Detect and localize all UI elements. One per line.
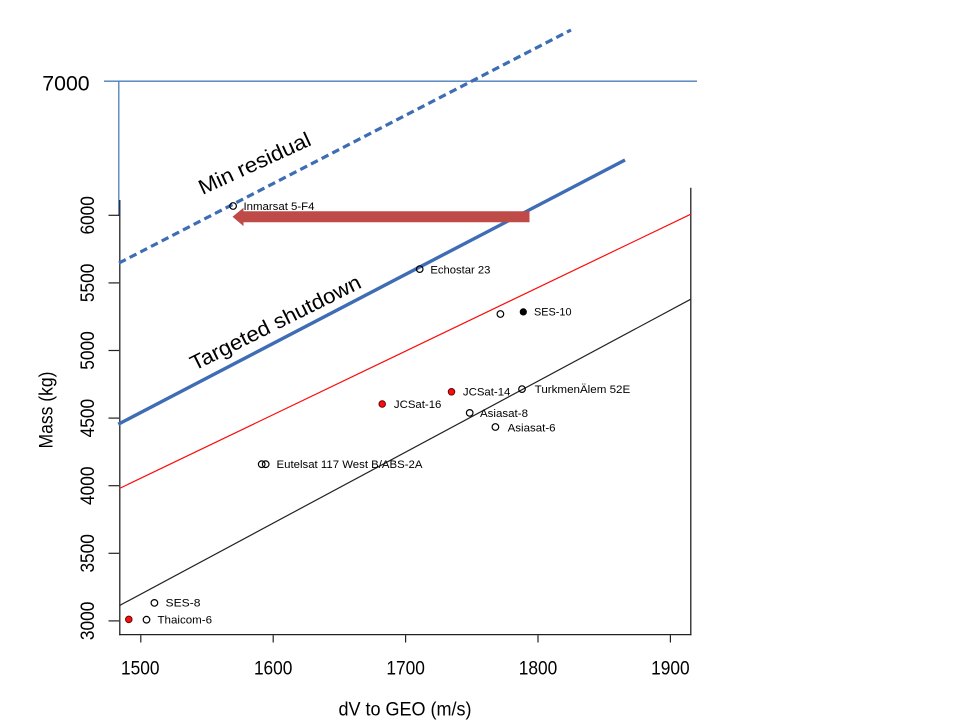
svg-text:1600: 1600 <box>254 658 293 680</box>
svg-text:Min residual: Min residual <box>195 128 315 199</box>
svg-text:1700: 1700 <box>386 658 425 680</box>
svg-text:JCSat-16: JCSat-16 <box>394 399 442 411</box>
svg-text:1500: 1500 <box>121 658 160 680</box>
svg-text:4500: 4500 <box>77 399 99 438</box>
svg-text:JCSat-14: JCSat-14 <box>463 387 511 399</box>
svg-text:dV to GEO (m/s): dV to GEO (m/s) <box>339 698 472 720</box>
svg-text:5000: 5000 <box>77 331 99 370</box>
svg-text:1800: 1800 <box>519 658 558 680</box>
svg-text:Eutelsat 117 West B/ABS-2A: Eutelsat 117 West B/ABS-2A <box>277 459 424 471</box>
svg-text:SES-8: SES-8 <box>166 598 201 610</box>
svg-text:Inmarsat 5-F4: Inmarsat 5-F4 <box>244 201 315 213</box>
svg-text:Targeted shutdown: Targeted shutdown <box>186 271 365 375</box>
svg-text:Asiasat-6: Asiasat-6 <box>508 423 556 435</box>
svg-text:3500: 3500 <box>77 534 99 573</box>
svg-text:Mass (kg): Mass (kg) <box>36 372 58 449</box>
svg-text:TurkmenÄlem 52E: TurkmenÄlem 52E <box>535 384 631 396</box>
svg-text:6000: 6000 <box>77 196 99 235</box>
svg-text:7000: 7000 <box>42 73 89 96</box>
svg-text:Echostar 23: Echostar 23 <box>430 264 490 276</box>
svg-text:Thaicom-6: Thaicom-6 <box>158 614 213 626</box>
svg-text:Asiasat-8: Asiasat-8 <box>480 408 528 420</box>
svg-text:4000: 4000 <box>77 466 99 505</box>
svg-text:1900: 1900 <box>651 658 690 680</box>
svg-text:SES-10: SES-10 <box>534 307 572 319</box>
svg-text:3000: 3000 <box>77 602 99 641</box>
svg-text:5500: 5500 <box>77 264 99 303</box>
